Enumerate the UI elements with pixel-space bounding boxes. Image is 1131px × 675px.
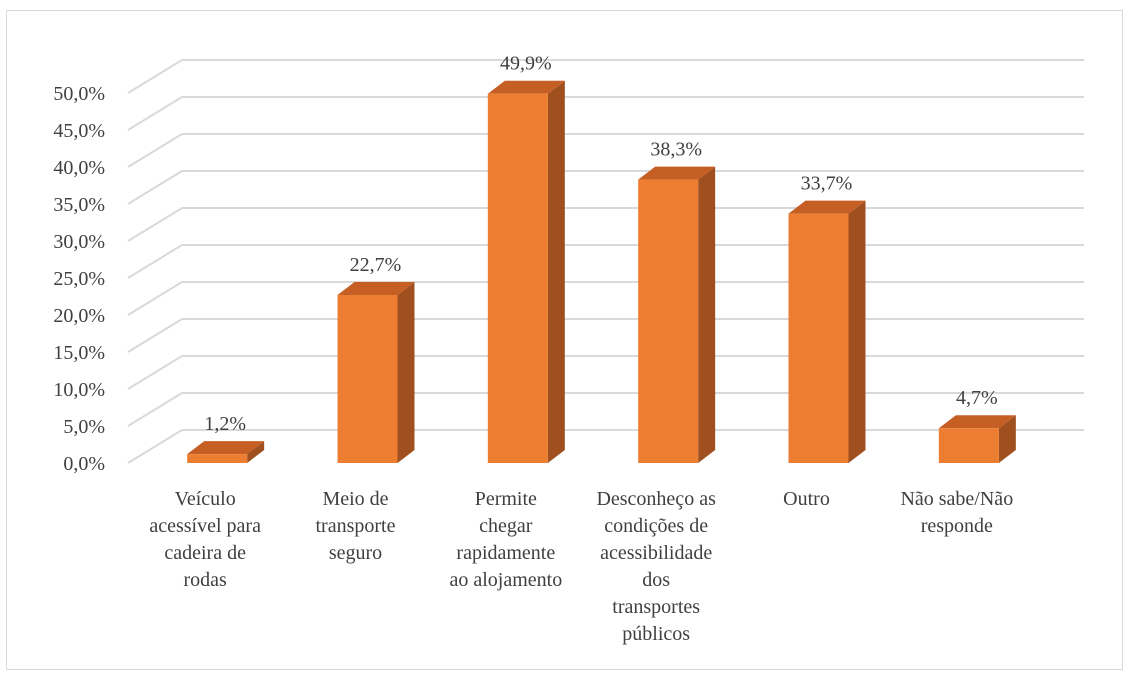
bar-side [397,282,415,463]
bar-top [638,166,716,180]
category-label-line: Permite [475,488,537,510]
bar-top [337,282,415,296]
category-label-line: Veículo [175,488,236,510]
y-axis-ticks: 0,0% 5,0% 10,0% 15,0% 20,0% 25,0% 30,0% 35,0% 40… [53,83,105,475]
y-tick-label: 50,0% [53,83,105,105]
gridline [127,318,1084,353]
category-label-line: transporte [316,515,396,537]
gridline [127,429,1084,464]
gridline [127,59,1084,94]
gridlines [127,59,1084,464]
gridline [127,96,1084,131]
category-label: Não sabe/Não responde [900,488,1013,537]
bar [788,213,849,463]
bar-side [247,441,265,463]
gridline [127,281,1084,316]
data-labels: 1,2% 22,7% 49,9% 38,3% 33,7% 4,7% [204,53,997,435]
gridline [127,355,1084,390]
bar-top [487,80,565,94]
category-label: Meio de transporte seguro [316,488,396,564]
category-label: Outro [783,488,830,510]
y-tick-label: 5,0% [63,416,105,438]
data-label: 49,9% [500,53,552,75]
y-tick-label: 35,0% [53,194,105,216]
category-label-line: cadeira de [164,542,246,564]
bar-side [998,415,1016,463]
y-tick-label: 10,0% [53,379,105,401]
bar-side [547,80,565,464]
y-tick-label: 30,0% [53,231,105,253]
category-label-line: públicos [622,623,690,645]
category-label-line: Desconheço as [596,488,716,510]
gridline [127,244,1084,279]
bar [487,93,548,464]
category-label-line: rodas [184,569,228,591]
bar-top [187,441,265,455]
bar-side [698,166,716,463]
category-label: Desconheço as condições de acessibilidade d… [596,488,716,645]
y-tick-label: 0,0% [63,453,105,475]
data-label: 1,2% [204,413,246,435]
bar [638,179,699,463]
category-label-line: Meio de [322,488,388,510]
category-label-line: ao alojamento [449,569,562,591]
data-label: 4,7% [956,387,998,409]
y-tick-label: 40,0% [53,157,105,179]
data-label: 22,7% [350,254,402,276]
category-label-line: acessível para [149,515,261,537]
category-label-line: dos [642,569,670,591]
y-tick-label: 20,0% [53,305,105,327]
bar [938,428,999,463]
bars [187,80,1016,464]
category-label-line: responde [921,515,993,537]
bar-top [938,415,1016,429]
category-label-line: acessibilidade [600,542,712,564]
category-label: Veículo acessível para cadeira de rodas [149,488,261,591]
gridline [127,392,1084,427]
category-label-line: Outro [783,488,830,510]
gridline [127,133,1084,168]
category-label-line: seguro [329,542,382,564]
bar-top [788,200,866,214]
category-label-line: Não sabe/Não [900,488,1013,510]
bar [337,295,398,463]
category-label: Permite chegar rapidamente ao alojamento [449,488,562,591]
category-label-line: chegar [479,515,533,537]
data-label: 38,3% [650,139,702,161]
category-label-line: rapidamente [456,542,555,564]
bar-side [848,200,866,463]
gridline [127,207,1084,242]
y-tick-label: 15,0% [53,342,105,364]
y-tick-label: 45,0% [53,120,105,142]
category-label-line: transportes [612,596,700,618]
data-label: 33,7% [801,173,853,195]
y-tick-label: 25,0% [53,268,105,290]
bar [187,454,248,463]
category-labels: Veículo acessível para cadeira de rodas Meio… [149,488,1013,645]
gridline [127,170,1084,205]
category-label-line: condições de [604,515,708,537]
